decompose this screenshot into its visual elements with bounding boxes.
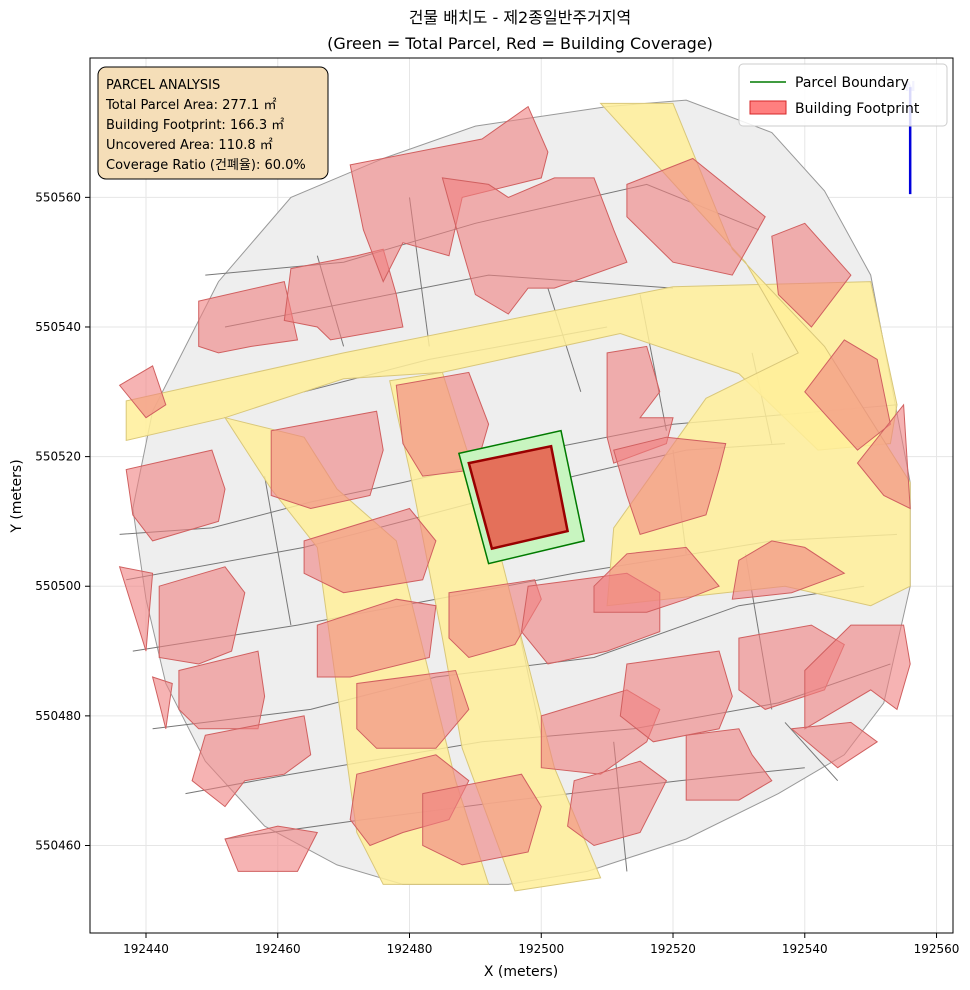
building-footprint <box>125 449 226 542</box>
info-box-heading: PARCEL ANALYSIS <box>106 78 220 93</box>
building-footprint <box>441 177 628 315</box>
building-footprint <box>191 715 312 808</box>
info-box-line: Building Footprint: 166.3 ㎡ <box>106 118 284 133</box>
x-axis-label: X (meters) <box>484 964 558 980</box>
buildings-layer <box>118 105 911 872</box>
y-tick-label: 550560 <box>35 190 81 204</box>
info-box-background <box>97 66 329 180</box>
building-footprint <box>626 157 766 276</box>
info-box-line: Uncovered Area: 110.8 ㎡ <box>106 138 273 153</box>
building-footprint <box>619 650 733 743</box>
building-footprint <box>151 676 173 729</box>
x-axis-ticks: 192440 192460 192480 192500 192520 192540 1925… <box>123 933 959 956</box>
building-footprint <box>118 566 154 652</box>
info-box-line: Total Parcel Area: 277.1 ㎡ <box>105 98 276 113</box>
y-tick-label: 550520 <box>35 450 81 464</box>
building-footprint <box>316 598 437 678</box>
x-tick-label: 192560 <box>914 942 960 956</box>
x-tick-label: 192440 <box>123 942 169 956</box>
building-footprint <box>270 410 384 510</box>
x-tick-label: 192520 <box>650 942 696 956</box>
y-tick-label: 550500 <box>35 579 81 593</box>
target-building <box>467 444 570 551</box>
analysis-info-box: PARCEL ANALYSIS Total Parcel Area: 277.1… <box>97 66 329 180</box>
y-axis-ticks: 550460 550480 550500 550520 550540 550560 <box>35 190 90 853</box>
building-footprint <box>606 345 674 464</box>
building-footprint <box>356 669 470 749</box>
building-footprint <box>567 760 668 847</box>
building-footprint <box>448 579 542 659</box>
legend-label: Parcel Boundary <box>795 75 909 91</box>
cadastral-line <box>119 404 898 535</box>
building-footprint <box>613 436 727 536</box>
x-tick-label: 192480 <box>387 942 433 956</box>
legend-label: Building Footprint <box>795 101 920 117</box>
building-footprint <box>731 540 846 600</box>
building-footprint <box>422 773 542 866</box>
info-box-line: Coverage Ratio (건폐율): 60.0% <box>106 158 306 173</box>
building-footprint <box>771 222 852 328</box>
building-footprint <box>158 566 246 665</box>
building-footprint <box>790 721 879 769</box>
legend: Parcel Boundary Building Footprint <box>738 63 948 127</box>
building-footprint <box>198 281 299 354</box>
chart-title: 건물 배치도 - 제2종일반주거지역 <box>409 8 632 27</box>
x-tick-label: 192540 <box>782 942 828 956</box>
building-footprint <box>283 248 404 341</box>
legend-background <box>738 63 948 127</box>
building-footprint <box>593 546 720 613</box>
chart-subtitle: (Green = Total Parcel, Red = Building Co… <box>327 34 713 53</box>
building-footprint <box>303 507 437 594</box>
x-tick-label: 192500 <box>518 942 564 956</box>
cadastral-line <box>784 722 839 782</box>
target-parcel-group <box>457 429 585 565</box>
building-footprint <box>224 825 319 872</box>
cadastral-line <box>264 476 292 626</box>
building-footprint <box>804 339 891 451</box>
y-tick-label: 550480 <box>35 709 81 723</box>
plot-frame <box>89 57 954 934</box>
y-tick-label: 550460 <box>35 839 81 853</box>
y-axis-label: Y (meters) <box>9 459 25 533</box>
building-footprint <box>856 403 911 510</box>
y-tick-label: 550540 <box>35 320 81 334</box>
building-footprint <box>685 728 773 801</box>
x-tick-label: 192460 <box>255 942 301 956</box>
legend-patch-swatch <box>749 100 787 115</box>
building-footprint <box>118 365 167 419</box>
building-footprint <box>804 624 911 730</box>
